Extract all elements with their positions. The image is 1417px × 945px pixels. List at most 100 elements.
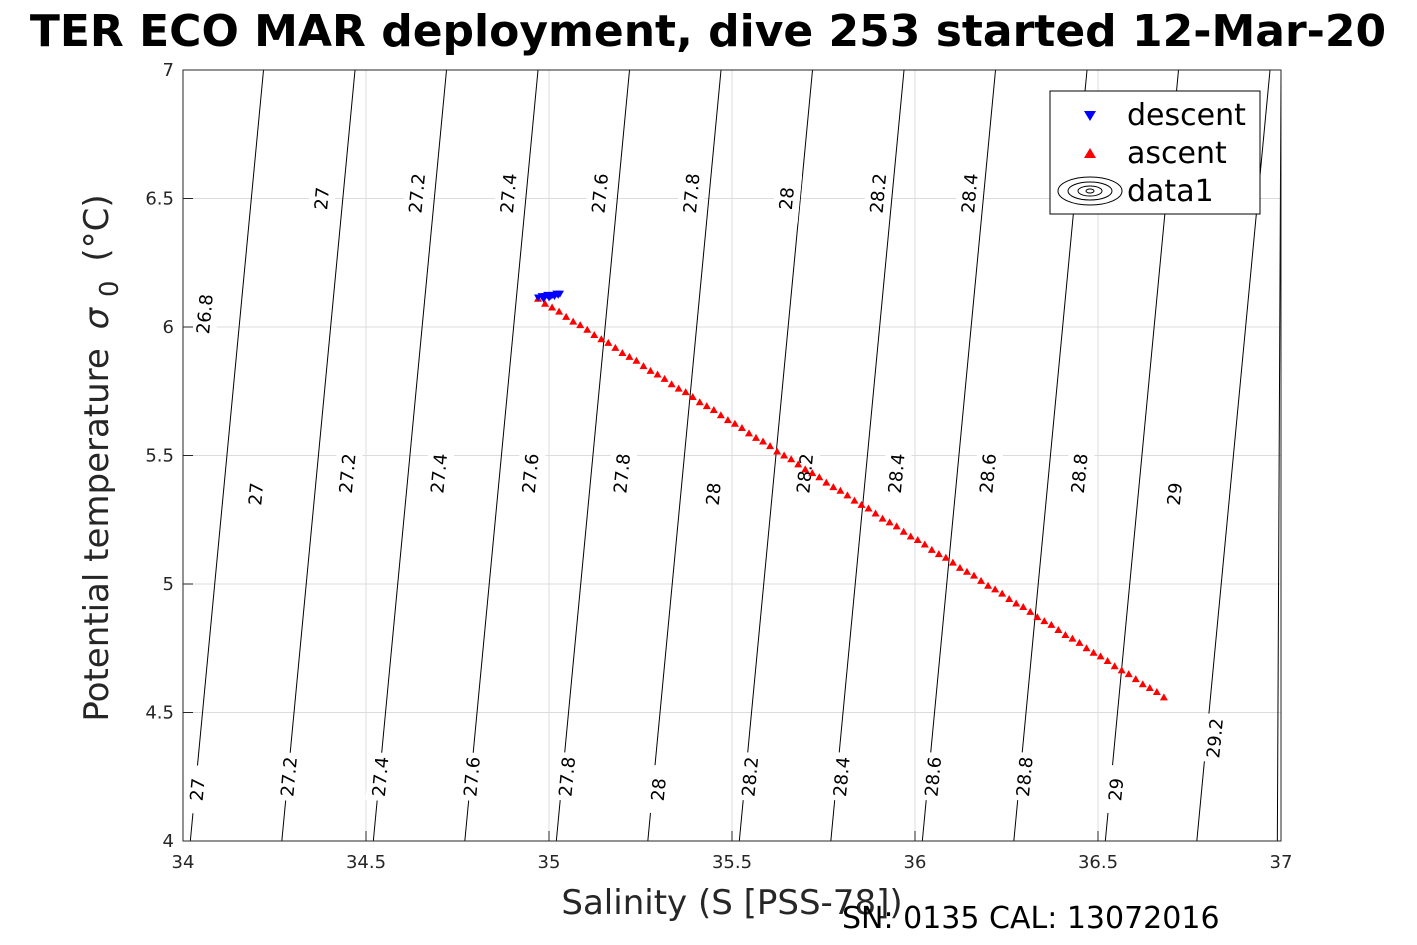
contour-label-12: 27.6 — [519, 453, 544, 495]
y-tick-label-6: 7 — [163, 60, 174, 81]
ascent-point-80 — [1096, 652, 1105, 660]
ascent-point-37 — [794, 460, 803, 468]
contour-label-bg-24 — [552, 751, 583, 802]
ascent-point-40 — [815, 473, 824, 481]
y-axis-label-main: Potential temperature — [77, 348, 117, 721]
x-tick-label-4: 36 — [904, 852, 927, 873]
ascent-point-50 — [885, 518, 894, 526]
y-axis-label-subscript: 0 — [95, 280, 125, 297]
contour-label-7: 28.2 — [867, 172, 892, 214]
y-tick-label-5: 6.5 — [145, 189, 174, 210]
ascent-point-45 — [850, 496, 859, 504]
contour-label-bg-14 — [698, 468, 729, 520]
contour-label-18: 28.8 — [1068, 453, 1093, 495]
contour-label-bg-27 — [826, 751, 858, 802]
ascent-point-35 — [780, 451, 789, 459]
ascent-point-22 — [688, 393, 697, 401]
svg-text:Potential temperature σ: Potential temperature σ 0 (°C) — [77, 194, 127, 721]
ascent-point-76 — [1068, 634, 1077, 642]
ascent-point-72 — [1040, 617, 1049, 625]
y-tick-label-3: 5.5 — [145, 446, 174, 467]
ascent-point-52 — [899, 527, 908, 535]
ascent-point-62 — [970, 571, 979, 579]
contour-label-bg-3 — [493, 168, 524, 219]
x-tick-label-5: 36.5 — [1078, 852, 1118, 873]
ascent-point-19 — [667, 380, 676, 388]
ascent-point-70 — [1026, 607, 1035, 615]
ascent-point-46 — [857, 500, 866, 508]
contour-label-9: 27 — [245, 482, 268, 507]
ascent-point-39 — [808, 469, 817, 477]
x-tick-label-0: 34 — [172, 852, 195, 873]
contour-label-10: 27.2 — [336, 453, 361, 495]
contour-label-bg-5 — [676, 168, 707, 219]
ascent-point-51 — [892, 522, 901, 530]
y-axis-ticks: 4 4.5 5 5.5 6 6.5 7 — [145, 60, 193, 852]
contour-label-19: 29 — [1164, 482, 1187, 507]
ascent-point-69 — [1019, 603, 1028, 611]
contour-label-20: 27 — [187, 777, 210, 802]
ascent-point-7 — [583, 325, 592, 333]
legend-descent-marker — [1084, 111, 1096, 121]
ascent-point-60 — [955, 563, 964, 571]
ascent-point-36 — [787, 455, 796, 463]
ascent-point-85 — [1131, 675, 1140, 683]
x-tick-label-6: 37 — [1270, 852, 1293, 873]
contour-line-12 — [1276, 69, 1282, 842]
contour-label-bg-20 — [182, 764, 213, 815]
contour-label-25: 28 — [648, 777, 671, 802]
ascent-point-29 — [737, 424, 746, 432]
ascent-point-18 — [660, 374, 669, 382]
y-tick-label-1: 4.5 — [145, 703, 174, 724]
ascent-point-11 — [611, 343, 620, 351]
ascent-point-28 — [730, 419, 739, 427]
ascent-point-67 — [1005, 595, 1014, 603]
contour-line-2 — [372, 69, 448, 842]
ascent-point-68 — [1012, 599, 1021, 607]
ascent-point-31 — [752, 433, 761, 441]
ascent-point-73 — [1047, 620, 1056, 628]
y-axis-label-symbol: σ — [77, 306, 117, 329]
contour-label-bg-18 — [1064, 448, 1095, 499]
ascent-point-88 — [1152, 688, 1161, 696]
contour-label-27: 28.4 — [830, 756, 855, 798]
ascent-point-38 — [801, 465, 810, 473]
y-tick-label-0: 4 — [163, 831, 174, 852]
contour-label-8: 28.4 — [958, 172, 983, 214]
y-tick-label-4: 6 — [163, 317, 174, 338]
ascent-point-21 — [681, 388, 690, 396]
ascent-point-59 — [948, 558, 957, 566]
ascent-point-77 — [1075, 638, 1084, 646]
footer-serial-calibration: SN: 0135 CAL: 13072016 — [842, 901, 1220, 936]
ascent-point-44 — [843, 491, 852, 499]
ascent-point-71 — [1033, 613, 1042, 621]
ascent-point-2 — [548, 303, 557, 311]
contour-label-22: 27.4 — [369, 756, 394, 798]
density-contours — [189, 69, 1282, 842]
ascent-point-26 — [716, 411, 725, 419]
y-axis-label: Potential temperature σ 0 (°C) — [77, 194, 127, 721]
ascent-point-32 — [759, 437, 768, 445]
ascent-point-33 — [766, 442, 775, 450]
descent-point-11 — [555, 290, 564, 298]
ascent-point-41 — [822, 478, 831, 486]
contour-label-bg-30 — [1101, 764, 1132, 815]
x-tick-label-3: 35.5 — [712, 852, 752, 873]
ascent-point-89 — [1159, 693, 1168, 701]
contour-label-17: 28.6 — [976, 453, 1001, 495]
ascent-point-79 — [1089, 648, 1098, 656]
contour-label-bg-25 — [643, 764, 675, 815]
contour-label-6: 28 — [776, 186, 799, 211]
contour-line-0 — [189, 69, 265, 842]
legend: descent ascent data1 — [1049, 90, 1261, 215]
ascent-point-58 — [941, 553, 950, 561]
ascent-point-15 — [639, 362, 648, 370]
ascent-point-10 — [604, 338, 613, 346]
ascent-point-53 — [906, 532, 915, 540]
contour-label-23: 27.6 — [460, 756, 485, 798]
ascent-point-83 — [1117, 666, 1126, 674]
contour-line-8 — [921, 69, 997, 842]
ascent-point-87 — [1145, 683, 1154, 691]
contour-label-2: 27.2 — [405, 172, 430, 214]
